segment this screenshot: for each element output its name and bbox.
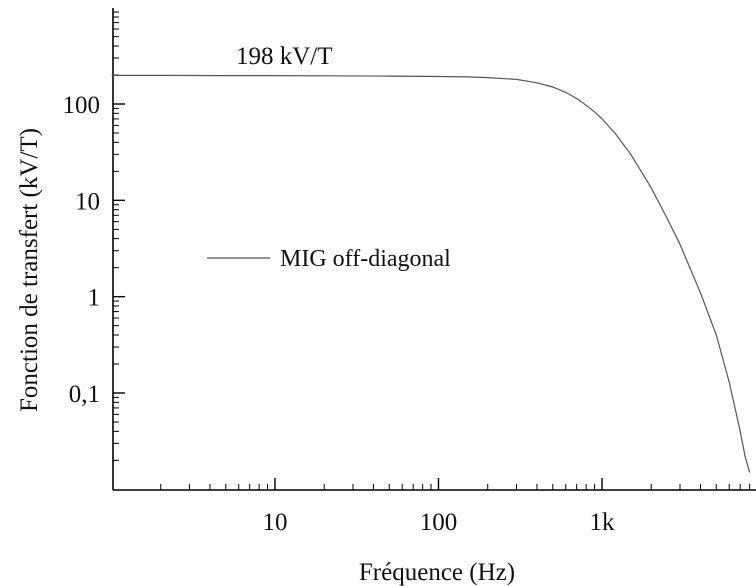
y-axis-label: Fonction de transfert (kV/T) — [16, 128, 43, 412]
y-tick-label: 1 — [88, 285, 101, 312]
x-tick-label: 10 — [263, 509, 288, 536]
x-tick-label: 100 — [420, 509, 458, 536]
series-line-mig-off-diagonal — [111, 74, 751, 473]
annotation-198: 198 kV/T — [236, 43, 333, 70]
y-tick-label: 10 — [75, 188, 100, 215]
y-tick-label: 0,1 — [69, 381, 100, 408]
legend: MIG off-diagonal — [207, 246, 451, 272]
y-tick-label: 100 — [63, 92, 101, 119]
x-tick-label: 1k — [590, 509, 616, 536]
legend-label: MIG off-diagonal — [280, 246, 451, 272]
x-axis-label: Fréquence (Hz) — [359, 559, 515, 586]
